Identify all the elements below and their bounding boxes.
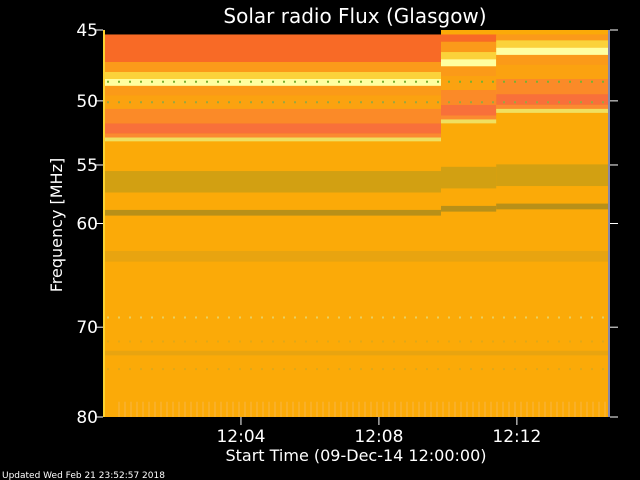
frequency-band: [496, 47, 610, 55]
frequency-band: [441, 41, 497, 53]
updated-timestamp: Updated Wed Feb 21 23:52:57 2018: [2, 471, 165, 480]
y-tick-label: 45: [76, 21, 98, 41]
frequency-band: [103, 72, 441, 79]
frequency-band: [496, 203, 610, 210]
y-tick-label: 50: [76, 92, 98, 112]
frequency-band: [441, 34, 497, 42]
frequency-band: [103, 350, 610, 356]
top-no-data-strip: [103, 30, 441, 35]
frequency-band: [441, 166, 497, 189]
x-axis-label: Start Time (09-Dec-14 12:00:00): [225, 446, 486, 465]
x-axis: 12:04 12:08 12:12: [216, 417, 541, 447]
x-tick-label: 12:08: [354, 427, 403, 447]
frequency-band: [103, 123, 441, 134]
frequency-band: [441, 76, 497, 91]
frequency-band: [103, 171, 441, 193]
frequency-band: [441, 66, 497, 77]
frequency-band: [496, 108, 610, 113]
y-axis-label: Frequency [MHz]: [47, 158, 66, 292]
frequency-band: [103, 133, 441, 138]
y-tick-label: 70: [76, 318, 98, 338]
frequency-band: [441, 119, 497, 124]
frequency-band: [496, 34, 610, 41]
frequency-band: [496, 54, 610, 65]
plot-area: [103, 30, 610, 417]
y-axis: 45 50 55 60 70 80: [76, 21, 618, 428]
x-tick-label: 12:12: [492, 427, 541, 447]
left-edge-column: [103, 30, 105, 417]
frequency-band: [496, 164, 610, 187]
frequency-band: [441, 115, 497, 120]
frequency-band: [103, 209, 441, 216]
frequency-band: [103, 108, 441, 124]
frequency-band: [496, 64, 610, 79]
frequency-band: [441, 90, 497, 105]
frequency-band: [103, 85, 441, 96]
frequency-band: [103, 34, 441, 63]
frequency-band: [441, 59, 497, 67]
frequency-band: [441, 52, 497, 60]
frequency-band: [103, 62, 441, 73]
y-tick-label: 55: [76, 156, 98, 176]
y-tick-label: 60: [76, 215, 98, 235]
frequency-band: [441, 104, 497, 116]
y-tick-label: 80: [76, 408, 98, 428]
frequency-band: [441, 205, 497, 212]
frequency-band: [103, 137, 441, 142]
frequency-band: [496, 40, 610, 48]
frequency-band: [496, 94, 610, 105]
right-edge-column: [608, 30, 610, 417]
frequency-band: [496, 78, 610, 95]
frequency-band: [103, 250, 610, 262]
chart-title: Solar radio Flux (Glasgow): [223, 4, 486, 28]
frequency-band: [496, 104, 610, 109]
x-tick-label: 12:04: [216, 427, 265, 447]
